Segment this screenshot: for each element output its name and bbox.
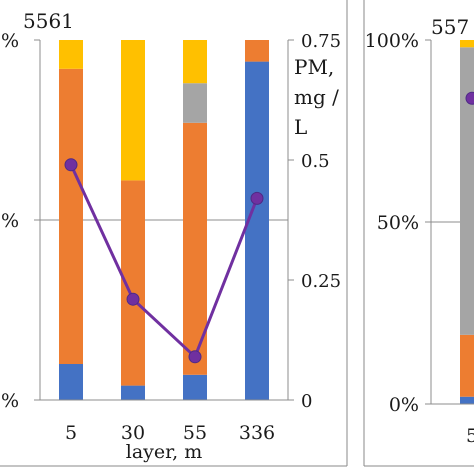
right-panel-y-tick-label: 0% bbox=[389, 394, 419, 416]
right-bar-segment-1 bbox=[460, 334, 474, 397]
right-y-axis-label-line: L bbox=[294, 115, 307, 139]
right-x-tick-label: 5 bbox=[466, 425, 474, 447]
bar-segment-30-0 bbox=[121, 385, 145, 400]
right-y-tick-label: 0.5 bbox=[301, 151, 330, 172]
x-tick-label-30: 30 bbox=[121, 422, 145, 444]
right-y-axis-label-line: mg / bbox=[294, 85, 339, 109]
right-y-tick-label: 0 bbox=[301, 391, 312, 412]
x-tick-label-5: 5 bbox=[65, 422, 77, 444]
right-bar-segment-2 bbox=[460, 47, 474, 335]
bar-segment-55-2 bbox=[183, 83, 207, 123]
right-bar-segment-0 bbox=[460, 396, 474, 404]
x-tick-label-336: 336 bbox=[239, 422, 275, 444]
right-y-tick-label: 0.25 bbox=[301, 271, 341, 292]
bar-segment-55-3 bbox=[183, 40, 207, 84]
pm-point-5 bbox=[64, 158, 78, 172]
left-y-tick-label: % bbox=[1, 210, 19, 232]
bar-segment-5-1 bbox=[59, 68, 83, 365]
right-bar-segment-3 bbox=[460, 40, 474, 48]
pm-point-55 bbox=[188, 350, 202, 364]
bar-segment-336-0 bbox=[245, 61, 269, 400]
bar-segment-5-0 bbox=[59, 364, 83, 400]
left-x-axis-label: layer, m bbox=[126, 441, 202, 463]
bar-segment-336-1 bbox=[245, 40, 269, 62]
panel-left-label: 5561 bbox=[23, 9, 74, 33]
pm-point-336 bbox=[250, 191, 264, 205]
right-pm-point bbox=[465, 91, 474, 105]
bar-segment-55-0 bbox=[183, 374, 207, 400]
pm-line bbox=[69, 164, 259, 360]
bar-segment-5-3 bbox=[59, 40, 83, 69]
panel-right-label: 557 bbox=[431, 15, 469, 39]
left-y-tick-label: % bbox=[1, 390, 19, 412]
right-panel-y-tick-label: 50% bbox=[377, 212, 419, 234]
left-y-tick-label: % bbox=[1, 30, 19, 52]
right-y-tick-label: 0.75 bbox=[301, 31, 341, 52]
bar-segment-30-3 bbox=[121, 40, 145, 181]
x-tick-label-55: 55 bbox=[183, 422, 207, 444]
right-panel-y-tick-label: 100% bbox=[365, 30, 419, 52]
right-y-axis-label-line: PM, bbox=[294, 55, 334, 79]
pm-point-30 bbox=[126, 292, 140, 306]
